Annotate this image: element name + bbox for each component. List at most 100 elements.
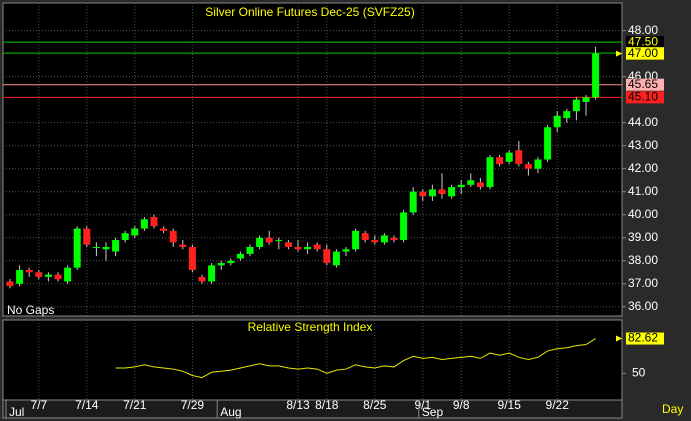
y-tick-label: 40.00	[628, 207, 658, 221]
last-price-arrow	[616, 50, 622, 57]
last-price-bg	[626, 47, 664, 60]
candle-body	[400, 212, 408, 241]
candle-body	[198, 276, 206, 282]
candle-body	[92, 246, 100, 248]
month-label: Jul	[9, 405, 24, 419]
candle-body	[467, 180, 475, 185]
candle-body	[515, 150, 523, 165]
rsi-arrow	[616, 335, 622, 342]
candle-body	[246, 246, 254, 254]
candle-body	[275, 240, 283, 242]
y-tick-label: 42.00	[628, 161, 658, 175]
chart-title: Silver Online Futures Dec-25 (SVFZ25)	[205, 5, 414, 19]
candle-body	[371, 240, 379, 243]
candle-body	[16, 269, 24, 284]
y-tick-label: 43.00	[628, 138, 658, 152]
candle-body	[390, 237, 398, 241]
candle-body	[323, 249, 331, 264]
candle-body	[236, 253, 244, 259]
level-label: 45.65	[628, 77, 658, 91]
candle-body	[256, 237, 264, 247]
candle-body	[457, 184, 465, 188]
candle-body	[140, 219, 148, 229]
candle-body	[486, 157, 494, 188]
candle-body	[6, 281, 14, 287]
note: No Gaps	[7, 303, 54, 317]
candle-body	[188, 246, 196, 270]
candle-body	[121, 233, 129, 241]
rsi-last-label: 82.62	[628, 331, 658, 345]
candle-body	[448, 187, 456, 197]
level-label-bg	[626, 91, 664, 104]
x-axis-strip	[2, 399, 623, 419]
x-tick-label: 9/22	[546, 398, 570, 412]
y-tick-label: 48.00	[628, 23, 658, 37]
rsi-line	[115, 338, 596, 379]
y-tick-label: 38.00	[628, 253, 658, 267]
rsi-label-bg	[626, 332, 664, 345]
candle-body	[102, 246, 110, 250]
last-price-label: 47.00	[628, 46, 658, 60]
candle-body	[64, 267, 72, 282]
y-tick-label: 39.00	[628, 230, 658, 244]
candle-body	[553, 115, 561, 128]
candle-body	[150, 217, 158, 227]
candle-body	[496, 157, 504, 165]
candle-body	[361, 233, 369, 241]
candle-body	[179, 244, 187, 247]
candle-body	[428, 189, 436, 197]
candle-body	[352, 230, 360, 250]
candle-body	[265, 237, 273, 243]
level-label-bg	[626, 36, 664, 49]
x-tick-label: 8/13	[286, 398, 310, 412]
candle-body	[284, 242, 292, 247]
month-label: Sep	[422, 405, 444, 419]
candle-body	[304, 246, 312, 250]
candle-body	[160, 228, 168, 231]
candle-body	[208, 265, 216, 282]
candle-body	[419, 191, 427, 197]
x-tick-label: 7/29	[181, 398, 205, 412]
candle-body	[438, 189, 446, 195]
y-tick-label: 41.00	[628, 184, 658, 198]
x-tick-label: 9/15	[498, 398, 522, 412]
candle-body	[563, 111, 571, 119]
candle-body	[342, 249, 350, 252]
x-tick-label: 7/14	[75, 398, 99, 412]
x-tick-label: 8/18	[315, 398, 339, 412]
candle-body	[131, 228, 139, 236]
rsi-panel	[2, 319, 623, 401]
month-label: Aug	[220, 405, 241, 419]
candle-body	[35, 272, 43, 277]
level-label-bg	[626, 78, 664, 91]
level-label: 45.10	[628, 90, 658, 104]
candle-body	[227, 260, 235, 264]
rsi-title: Relative Strength Index	[248, 320, 373, 334]
candle-body	[380, 235, 388, 243]
candle-body	[332, 251, 340, 266]
y-tick-label: 37.00	[628, 276, 658, 290]
candle-body	[534, 159, 542, 169]
candle-body	[25, 269, 33, 273]
candle-body	[409, 191, 417, 213]
candle-body	[169, 230, 177, 243]
x-tick-label: 9/8	[453, 398, 470, 412]
candle-body	[313, 244, 321, 250]
candle-body	[112, 240, 120, 252]
candle-body	[572, 99, 580, 112]
candle-body	[44, 274, 52, 277]
rsi-y-tick-label: 50	[632, 366, 646, 380]
candle-body	[83, 228, 91, 245]
x-tick-label: 7/21	[123, 398, 147, 412]
candle-body	[54, 274, 62, 280]
level-label: 47.50	[628, 34, 658, 48]
candle-body	[592, 53, 600, 98]
candle-body	[73, 228, 81, 268]
candle-body	[524, 164, 532, 169]
y-tick-label: 36.00	[628, 299, 658, 313]
candle-body	[476, 182, 484, 188]
price-panel	[2, 2, 623, 317]
candle-body	[582, 97, 590, 102]
